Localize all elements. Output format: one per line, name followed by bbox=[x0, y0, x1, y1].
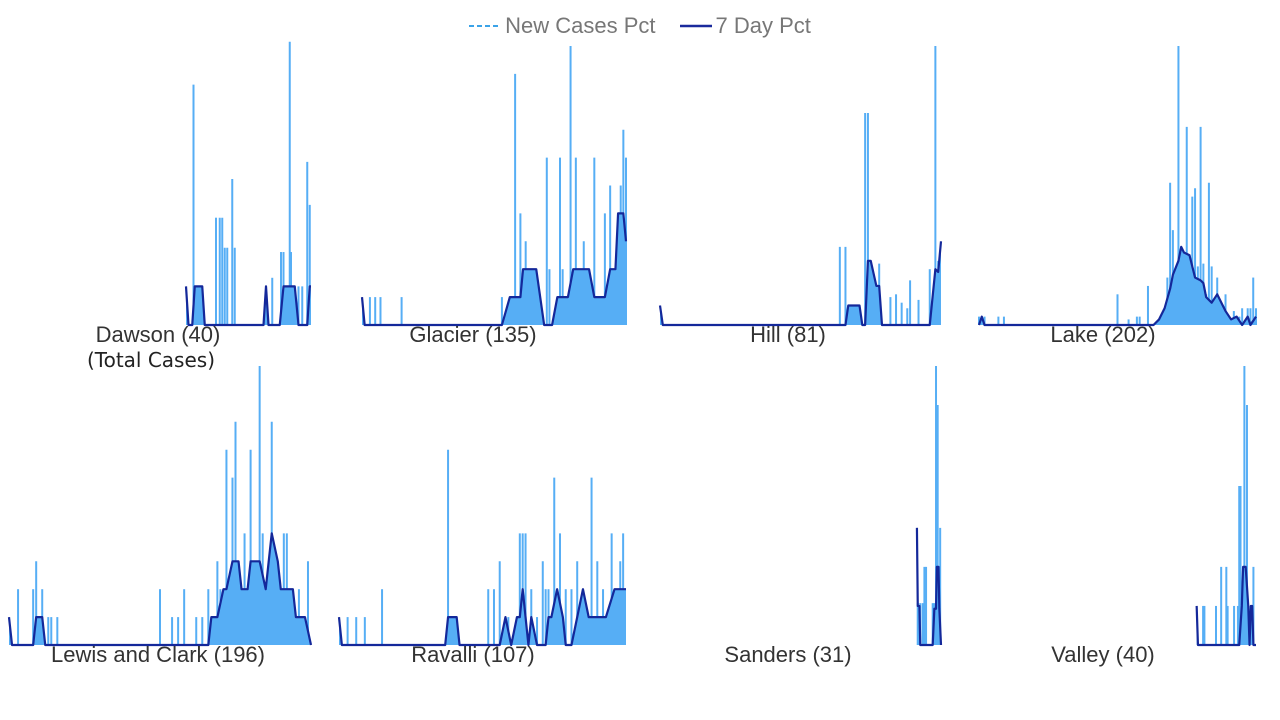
panel-title: Valley (40) bbox=[1051, 642, 1155, 667]
panel-sanders bbox=[915, 366, 943, 647]
seven-day-line bbox=[915, 527, 943, 647]
seven-day-area bbox=[186, 286, 311, 325]
legend-label: 7 Day Pct bbox=[715, 13, 811, 38]
panel-title: Lake (202) bbox=[1050, 322, 1156, 347]
seven-day-line bbox=[184, 285, 311, 327]
panel-glacier bbox=[360, 46, 628, 327]
legend-item-7day[interactable]: 7 Day Pct bbox=[679, 13, 811, 39]
solid-line-icon bbox=[679, 24, 712, 28]
panel-title: Dawson (40) bbox=[95, 322, 221, 347]
panel-lake bbox=[977, 46, 1257, 327]
seven-day-area bbox=[979, 246, 1256, 325]
panel-ravalli bbox=[337, 449, 626, 647]
panel-valley bbox=[1195, 366, 1256, 647]
dashed-line-icon bbox=[469, 25, 502, 27]
seven-day-line bbox=[977, 245, 1257, 327]
legend: New Cases Pct 7 Day Pct bbox=[0, 10, 1280, 42]
panel-title: Lewis and Clark (196) bbox=[51, 642, 265, 667]
panel-title: Glacier (135) bbox=[409, 322, 537, 347]
panel-title: Ravalli (107) bbox=[411, 642, 535, 667]
panel-title: Sanders (31) bbox=[724, 642, 852, 667]
seven-day-line bbox=[7, 532, 313, 647]
seven-day-area bbox=[660, 241, 941, 325]
legend-item-new-cases[interactable]: New Cases Pct bbox=[469, 13, 656, 39]
panel-dawson bbox=[184, 41, 311, 327]
seven-day-line bbox=[337, 588, 626, 647]
seven-day-line bbox=[658, 241, 943, 327]
seven-day-line bbox=[1195, 565, 1256, 647]
panel-subtitle: (Total Cases) bbox=[86, 348, 216, 372]
panel-lewis-and-clark bbox=[7, 366, 313, 647]
seven-day-line bbox=[360, 212, 628, 327]
legend-label: New Cases Pct bbox=[505, 13, 656, 38]
panel-hill bbox=[658, 46, 943, 327]
panel-title: Hill (81) bbox=[750, 322, 826, 347]
